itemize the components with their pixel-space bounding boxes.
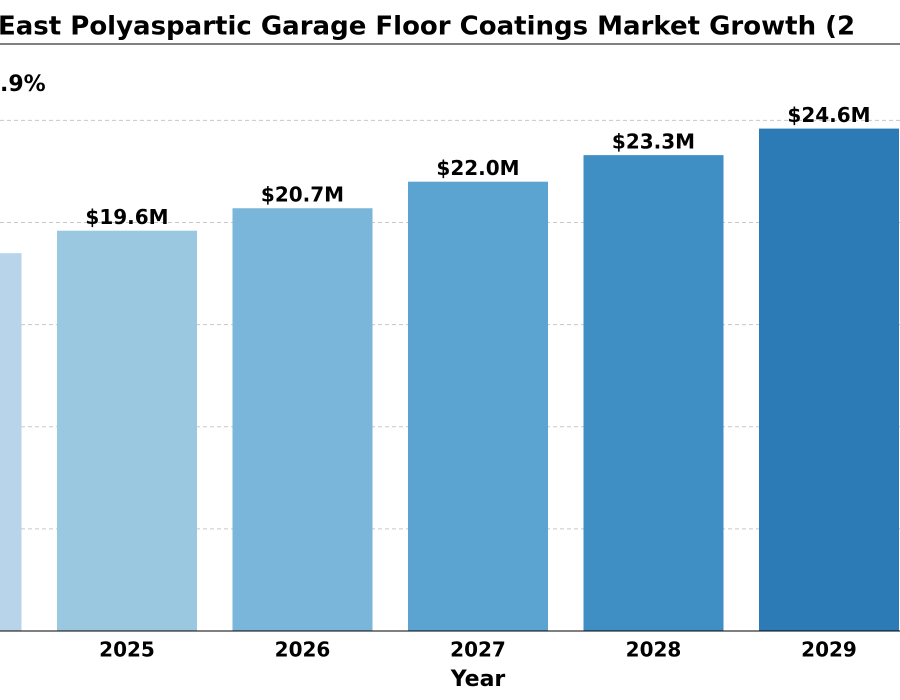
bar <box>232 208 373 631</box>
x-axis-label: Year <box>450 667 506 692</box>
annotation: .9% <box>0 72 46 97</box>
bar <box>583 155 724 631</box>
x-tick-label: 2028 <box>626 638 682 662</box>
value-label: $20.7M <box>261 183 344 207</box>
chart-title: East Polyaspartic Garage Floor Coatings … <box>0 12 855 42</box>
x-tick-label: 2025 <box>99 638 155 662</box>
value-label: $22.0M <box>436 156 519 180</box>
x-tick-label: 2027 <box>450 638 506 662</box>
bar <box>408 181 548 631</box>
bar <box>759 128 899 632</box>
x-tick-label: 2029 <box>801 638 857 662</box>
bar <box>0 253 22 631</box>
x-tick-label: 2026 <box>275 638 331 662</box>
value-label: $23.3M <box>612 130 695 154</box>
bar <box>57 230 197 631</box>
value-label: $19.6M <box>85 205 168 229</box>
value-label: $24.6M <box>787 103 870 127</box>
